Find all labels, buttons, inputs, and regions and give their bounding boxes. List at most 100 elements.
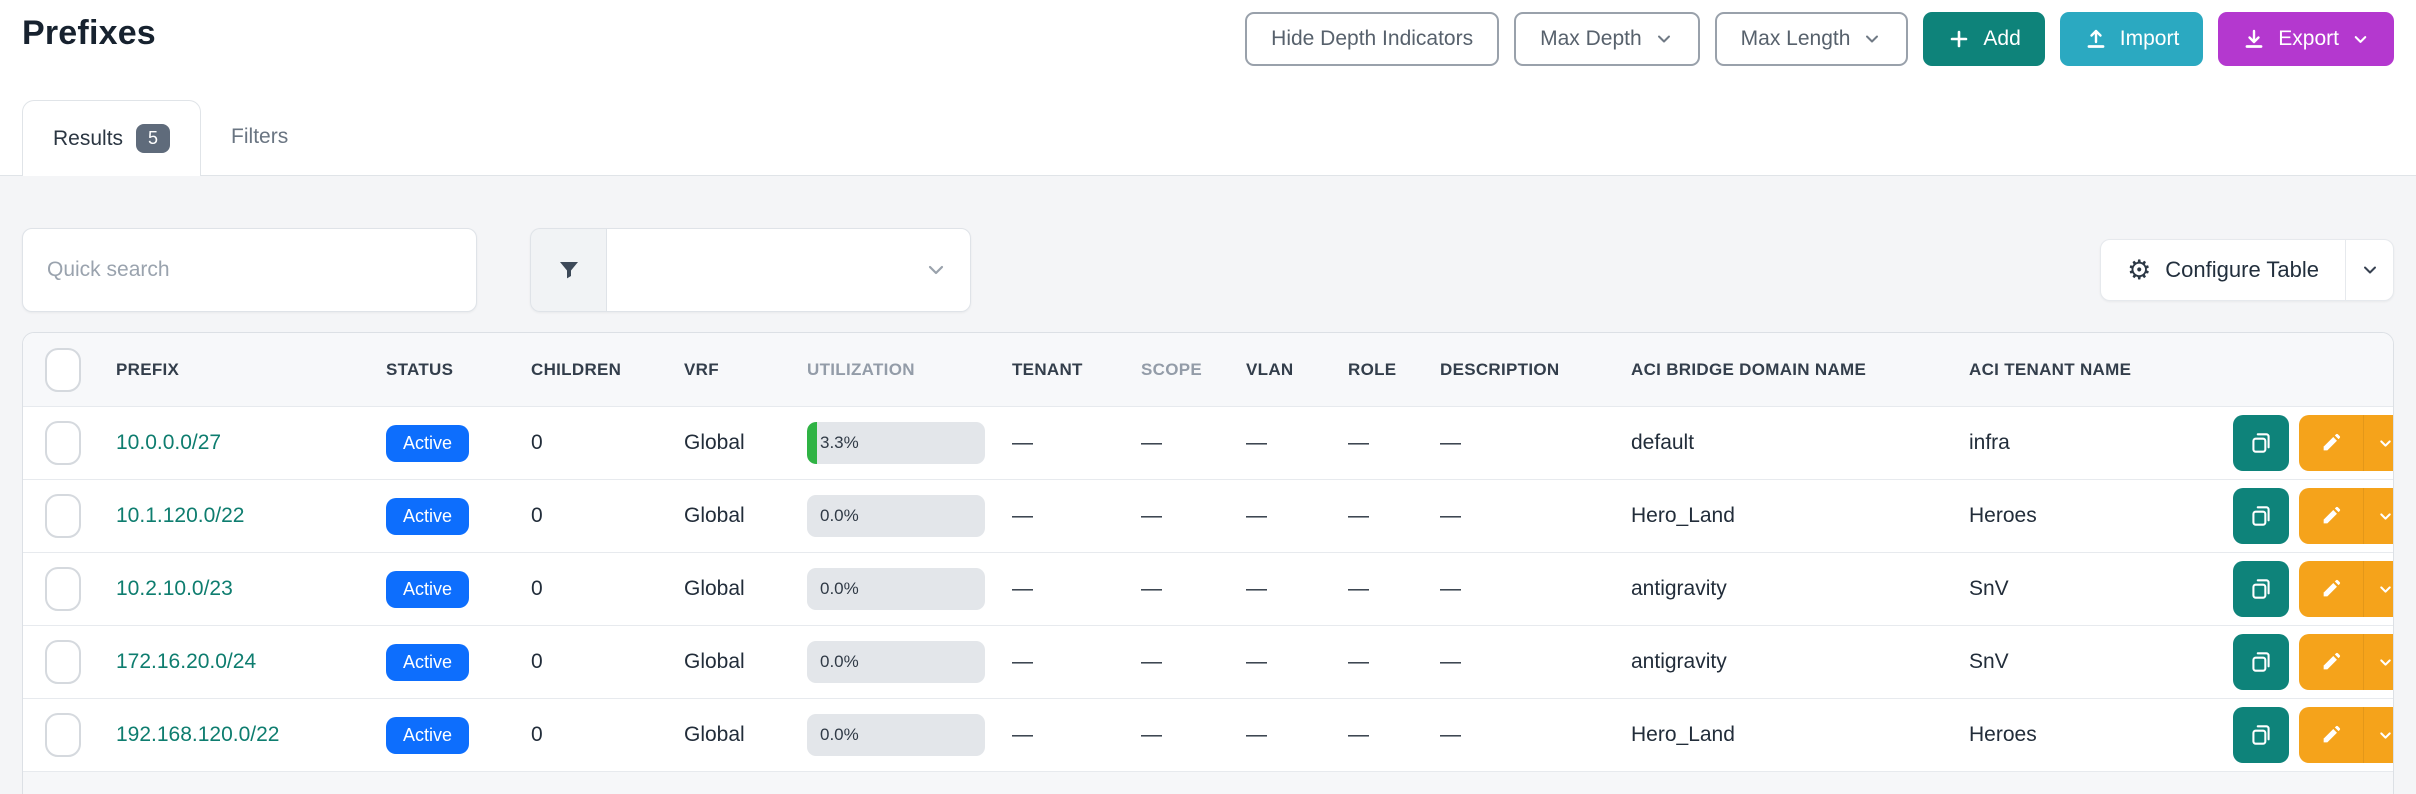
results-count-badge: 5 xyxy=(136,124,171,153)
status-badge[interactable]: Active xyxy=(386,497,470,535)
pencil-icon xyxy=(2320,578,2342,600)
clone-button[interactable] xyxy=(2233,707,2289,763)
aci-tenant-name-value: infra xyxy=(1969,431,2010,454)
saved-filter-group xyxy=(530,228,971,312)
select-all-checkbox[interactable] xyxy=(45,347,81,392)
clone-button[interactable] xyxy=(2233,561,2289,617)
tab-results[interactable]: Results 5 xyxy=(22,100,202,176)
column-header-vlan[interactable]: VLAN xyxy=(1246,359,1294,379)
page-header: Prefixes Hide Depth Indicators Max Depth… xyxy=(0,0,2416,97)
max-depth-dropdown[interactable]: Max Depth xyxy=(1514,12,1700,66)
description-value: — xyxy=(1440,504,1461,527)
description-value: — xyxy=(1440,431,1461,454)
aci-bridge-domain-name-value: default xyxy=(1631,431,1695,454)
column-header-status[interactable]: STATUS xyxy=(386,359,454,379)
row-checkbox[interactable] xyxy=(45,713,81,757)
column-header-vrf[interactable]: VRF xyxy=(684,359,719,379)
pencil-icon xyxy=(2320,724,2342,746)
scope-value: — xyxy=(1141,723,1162,746)
prefix-link[interactable]: 172.16.20.0/24 xyxy=(116,650,257,673)
content-area: ⚙ Configure Table PREFIX STATUS CHILDREN… xyxy=(0,176,2416,794)
description-value: — xyxy=(1440,650,1461,673)
vlan-value: — xyxy=(1246,504,1267,527)
chevron-down-icon xyxy=(2377,727,2393,744)
page-title: Prefixes xyxy=(22,14,156,52)
max-length-dropdown[interactable]: Max Length xyxy=(1714,12,1909,66)
description-value: — xyxy=(1440,577,1461,600)
children-count: 0 xyxy=(531,650,543,673)
edit-button[interactable] xyxy=(2299,415,2363,471)
aci-bridge-domain-name-value: Hero_Land xyxy=(1631,723,1735,746)
status-badge[interactable]: Active xyxy=(386,424,470,462)
column-header-description[interactable]: DESCRIPTION xyxy=(1440,359,1560,379)
row-checkbox[interactable] xyxy=(45,494,81,538)
tenant-value: — xyxy=(1012,431,1033,454)
table-row: 192.168.120.0/22 Active 0 Global 0.0% — … xyxy=(23,698,2393,771)
column-header-aci-bridge-domain-name[interactable]: ACI BRIDGE DOMAIN NAME xyxy=(1631,359,1867,379)
row-checkbox[interactable] xyxy=(45,421,81,465)
vrf-value: Global xyxy=(684,504,745,527)
header-actions: Hide Depth Indicators Max Depth Max Leng… xyxy=(1245,12,2394,66)
column-header-aci-tenant-name[interactable]: ACI TENANT NAME xyxy=(1969,359,2132,379)
quick-search-input[interactable] xyxy=(22,228,477,312)
edit-button[interactable] xyxy=(2299,488,2363,544)
status-badge[interactable]: Active xyxy=(386,643,470,681)
edit-dropdown-toggle[interactable] xyxy=(2363,415,2393,471)
vrf-value: Global xyxy=(684,577,745,600)
row-checkbox[interactable] xyxy=(45,640,81,684)
column-header-role[interactable]: ROLE xyxy=(1348,359,1397,379)
role-value: — xyxy=(1348,723,1369,746)
clone-button[interactable] xyxy=(2233,415,2289,471)
chevron-down-icon xyxy=(2360,260,2380,280)
chevron-down-icon xyxy=(1654,29,1674,49)
prefix-link[interactable]: 192.168.120.0/22 xyxy=(116,723,280,746)
hide-depth-indicators-button[interactable]: Hide Depth Indicators xyxy=(1245,12,1500,66)
aci-tenant-name-value: SnV xyxy=(1969,650,2009,673)
tab-filters[interactable]: Filters xyxy=(231,125,289,148)
import-button[interactable]: Import xyxy=(2059,12,2204,66)
filter-button[interactable] xyxy=(530,228,606,312)
clone-button[interactable] xyxy=(2233,488,2289,544)
edit-button[interactable] xyxy=(2299,561,2363,617)
clone-icon xyxy=(2248,649,2274,675)
configure-table-button[interactable]: ⚙ Configure Table xyxy=(2127,254,2319,285)
vlan-value: — xyxy=(1246,723,1267,746)
prefix-link[interactable]: 10.2.10.0/23 xyxy=(116,577,233,600)
table-controls-row: ⚙ Configure Table xyxy=(22,176,2394,312)
aci-bridge-domain-name-value: Hero_Land xyxy=(1631,504,1735,527)
chevron-down-icon xyxy=(1862,29,1882,49)
configure-table-split-button: ⚙ Configure Table xyxy=(2100,239,2394,301)
add-button[interactable]: Add xyxy=(1923,12,2045,66)
row-checkbox[interactable] xyxy=(45,567,81,611)
children-count: 0 xyxy=(531,723,543,746)
edit-dropdown-toggle[interactable] xyxy=(2363,561,2393,617)
utilization-bar: 3.3% xyxy=(807,422,985,464)
utilization-bar: 0.0% xyxy=(807,714,985,756)
configure-table-dropdown-toggle[interactable] xyxy=(2345,240,2393,300)
role-value: — xyxy=(1348,577,1369,600)
utilization-label: 0.0% xyxy=(820,506,859,525)
edit-button[interactable] xyxy=(2299,707,2363,763)
column-header-children[interactable]: CHILDREN xyxy=(531,359,622,379)
table-row: 10.2.10.0/23 Active 0 Global 0.0% — — — … xyxy=(23,552,2393,625)
edit-dropdown-toggle[interactable] xyxy=(2363,488,2393,544)
column-header-prefix[interactable]: PREFIX xyxy=(116,359,180,379)
prefix-link[interactable]: 10.0.0.0/27 xyxy=(116,431,222,454)
edit-dropdown-toggle[interactable] xyxy=(2363,634,2393,690)
export-button[interactable]: Export xyxy=(2218,12,2394,66)
edit-button[interactable] xyxy=(2299,634,2363,690)
download-icon xyxy=(2242,27,2266,51)
utilization-label: 0.0% xyxy=(820,652,859,671)
status-badge[interactable]: Active xyxy=(386,570,470,608)
aci-tenant-name-value: Heroes xyxy=(1969,504,2037,527)
aci-bridge-domain-name-value: antigravity xyxy=(1631,650,1727,673)
column-header-tenant[interactable]: TENANT xyxy=(1012,359,1083,379)
prefix-link[interactable]: 10.1.120.0/22 xyxy=(116,504,245,527)
aci-tenant-name-value: SnV xyxy=(1969,577,2009,600)
clone-button[interactable] xyxy=(2233,634,2289,690)
clone-icon xyxy=(2248,430,2274,456)
saved-filter-select[interactable] xyxy=(606,228,971,312)
edit-dropdown-toggle[interactable] xyxy=(2363,707,2393,763)
status-badge[interactable]: Active xyxy=(386,716,470,754)
table-footer xyxy=(23,771,2393,794)
